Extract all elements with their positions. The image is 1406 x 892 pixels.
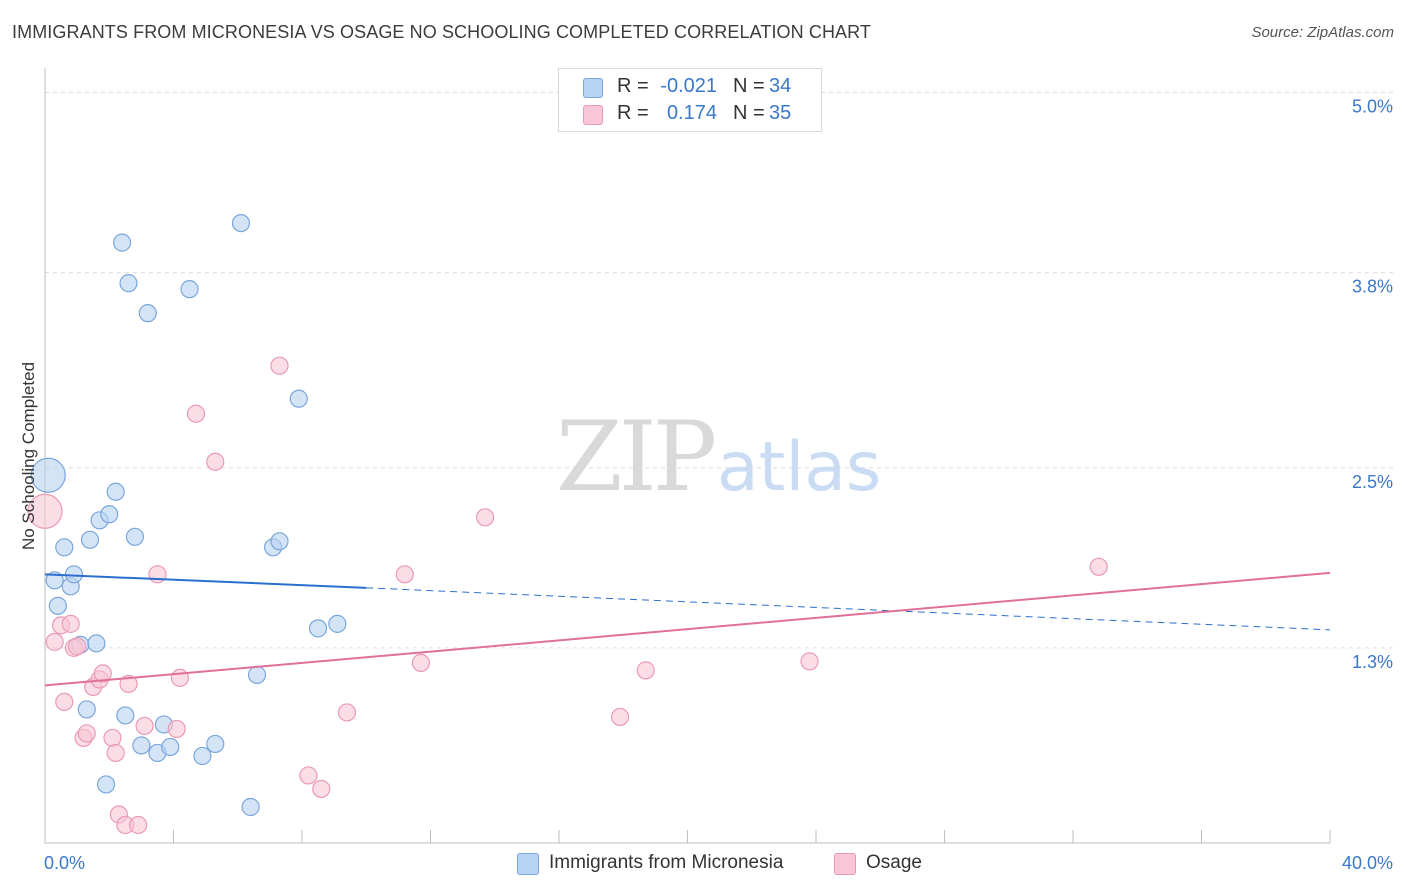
micronesia-point <box>80 530 100 549</box>
osage-point <box>476 508 495 527</box>
osage-point <box>186 404 206 423</box>
micronesia-point <box>45 571 64 590</box>
micronesia-point <box>308 619 328 638</box>
x-tick-label: 0.0% <box>44 853 85 873</box>
micronesia-point <box>96 775 116 794</box>
osage-point <box>206 452 225 471</box>
osage-point <box>45 632 64 651</box>
micronesia-point <box>48 596 67 615</box>
legend-r-value: 0.174 <box>666 102 717 124</box>
micronesia-point <box>193 746 212 766</box>
points-layer <box>27 213 1108 835</box>
micronesia-point <box>100 505 119 524</box>
micronesia-point <box>138 304 157 323</box>
watermark: ZIP atlas <box>556 401 881 513</box>
legend-swatch-blue <box>583 78 603 98</box>
grid-layer <box>45 92 1393 649</box>
correlation-legend: R = -0.021 N = 34 R = 0.174 N = 35 <box>558 68 822 132</box>
bottom-legend-swatch-blue <box>517 853 539 875</box>
osage-point <box>68 637 87 656</box>
watermark-zip: ZIP <box>556 401 715 513</box>
micronesia-trend-solid <box>44 573 367 589</box>
micronesia-point <box>231 213 251 233</box>
bottom-legend-label: Osage <box>866 852 922 873</box>
osage-point <box>55 692 74 712</box>
osage-point <box>135 716 154 736</box>
y-axis-label: No Schooling Completed <box>19 362 38 550</box>
watermark-atlas: atlas <box>717 428 881 507</box>
micronesia-point <box>55 538 74 557</box>
osage-point <box>119 674 138 693</box>
legend-swatch-pink <box>583 105 603 125</box>
osage-point <box>610 707 630 727</box>
osage-point <box>337 703 357 722</box>
micronesia-point <box>116 706 135 725</box>
osage-point <box>27 493 63 529</box>
y-tick-label: 5.0% <box>1352 97 1393 117</box>
osage-point <box>395 565 414 584</box>
micronesia-point <box>77 700 96 719</box>
osage-point <box>299 766 318 785</box>
legend-r-value: -0.021 <box>660 75 717 97</box>
legend-n-label: N = <box>733 102 765 124</box>
micronesia-point <box>132 736 151 755</box>
bottom-legend-label: Immigrants from Micronesia <box>549 852 784 873</box>
bottom-legend-swatch-pink <box>834 853 856 875</box>
micronesia-point <box>328 614 347 633</box>
osage-trend-line <box>44 571 1331 687</box>
x-tick-label: 40.0% <box>1342 853 1393 873</box>
osage-point <box>61 614 80 633</box>
osage-point <box>106 743 125 763</box>
osage-point <box>800 652 819 671</box>
osage-point <box>167 719 186 739</box>
legend-n-label: N = <box>733 75 765 97</box>
micronesia-point <box>30 457 66 493</box>
osage-point <box>170 668 190 687</box>
osage-point <box>312 779 331 799</box>
micronesia-point <box>112 233 132 252</box>
osage-point <box>270 356 289 375</box>
micronesia-point <box>161 737 180 757</box>
osage-point <box>103 728 122 748</box>
legend-r-label: R = <box>617 102 649 124</box>
micronesia-point <box>106 482 125 501</box>
micronesia-point <box>241 797 260 817</box>
micronesia-trend-dashed <box>366 587 1331 631</box>
osage-point <box>1089 557 1108 576</box>
osage-point <box>411 653 430 672</box>
legend-r-label: R = <box>617 75 649 97</box>
legend-n-value: 34 <box>769 75 792 97</box>
osage-point <box>77 724 96 743</box>
osage-point <box>129 815 148 835</box>
chart-title: IMMIGRANTS FROM MICRONESIA VS OSAGE NO S… <box>12 22 872 42</box>
micronesia-point <box>247 665 267 684</box>
legend-n-value: 35 <box>769 102 792 124</box>
micronesia-point <box>87 634 106 653</box>
micronesia-point <box>206 734 225 754</box>
osage-point <box>93 664 112 683</box>
micronesia-point <box>180 280 199 299</box>
y-tick-label: 1.3% <box>1352 652 1393 672</box>
micronesia-point <box>270 532 289 551</box>
osage-point <box>636 661 655 680</box>
micronesia-point <box>119 274 138 293</box>
y-tick-label: 2.5% <box>1352 472 1393 492</box>
trend-layer <box>44 571 1331 687</box>
axes-layer: 1.3% 2.5% 3.8% 5.0% 0.0% 40.0% <box>44 68 1393 873</box>
micronesia-point <box>289 389 308 408</box>
source-credit: Source: ZipAtlas.com <box>1251 24 1394 41</box>
micronesia-point <box>125 527 145 546</box>
y-tick-label: 3.8% <box>1352 277 1393 297</box>
